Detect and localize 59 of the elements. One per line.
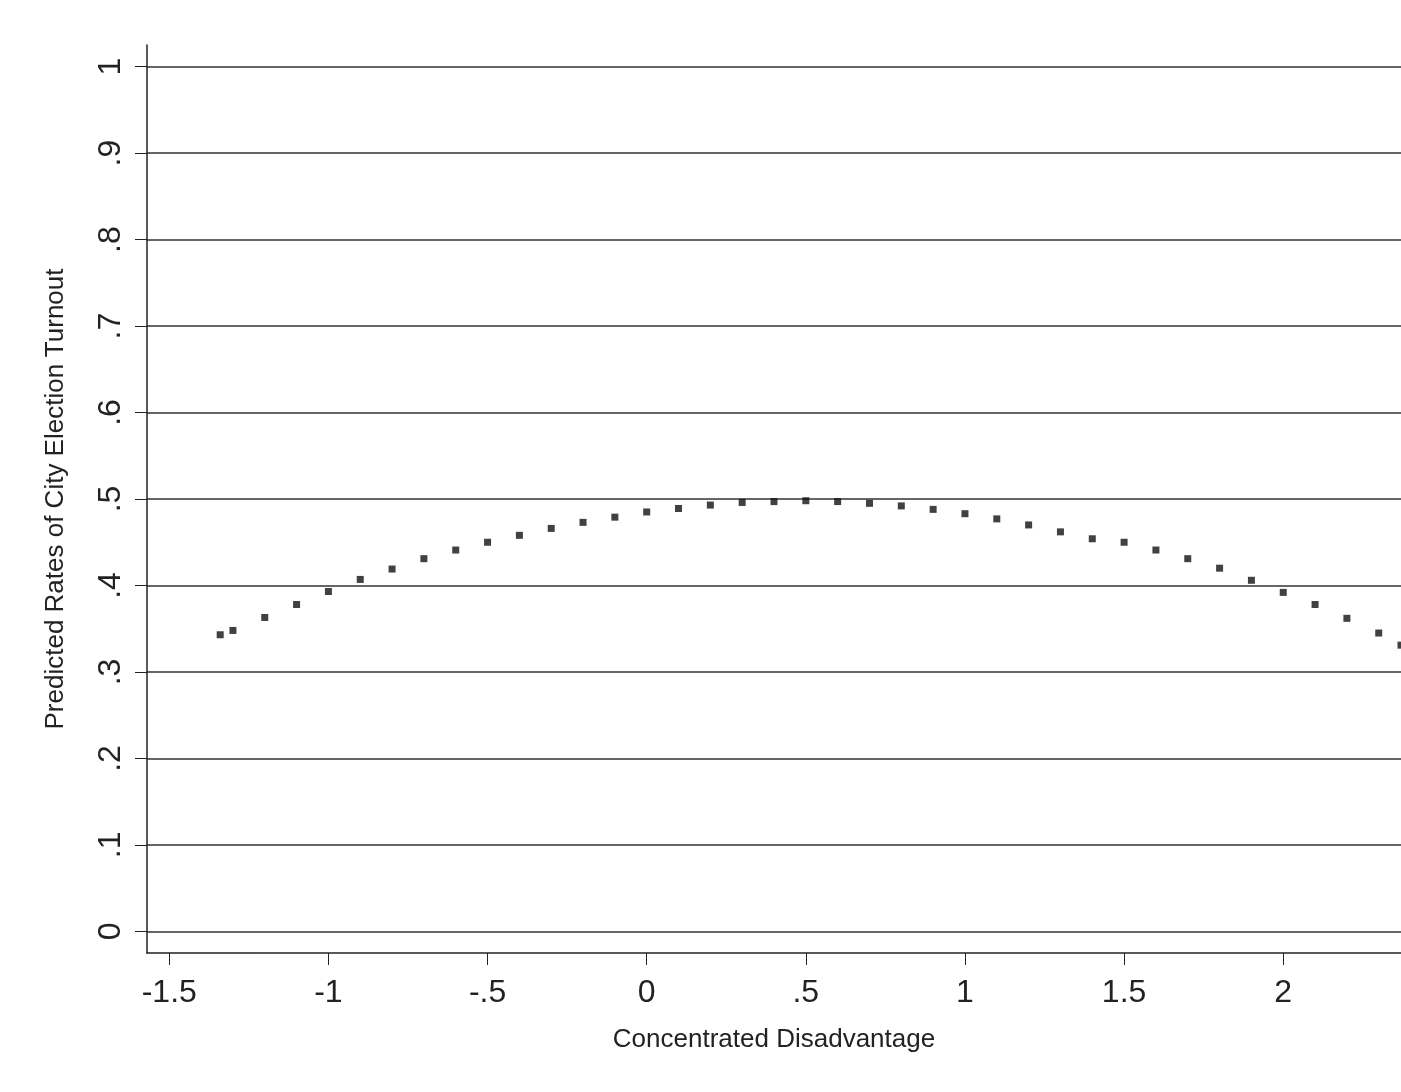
x-tick-label: -1.5 bbox=[141, 973, 197, 1009]
x-tick-label: .5 bbox=[792, 973, 820, 1009]
point bbox=[356, 575, 364, 583]
point bbox=[452, 546, 460, 554]
point bbox=[216, 631, 224, 639]
point bbox=[1247, 576, 1255, 584]
y-tick-label: .6 bbox=[91, 399, 127, 426]
point bbox=[1311, 601, 1319, 608]
point bbox=[1152, 546, 1160, 554]
point bbox=[547, 524, 555, 532]
y-tick-label: .3 bbox=[91, 658, 127, 686]
point bbox=[1279, 588, 1287, 596]
point bbox=[738, 498, 746, 506]
point bbox=[1216, 564, 1224, 572]
y-axis-title: Predicted Rates of City Election Turnout bbox=[39, 267, 69, 730]
point bbox=[420, 555, 428, 563]
x-tick-label: 1 bbox=[956, 973, 974, 1009]
y-tick-label: 0 bbox=[91, 922, 127, 941]
y-tick-label: .2 bbox=[91, 745, 127, 772]
point bbox=[261, 613, 269, 621]
y-tick-label: .4 bbox=[91, 572, 127, 599]
point bbox=[388, 565, 396, 573]
point bbox=[961, 510, 969, 518]
point bbox=[865, 499, 873, 507]
y-tick-label: .9 bbox=[91, 139, 127, 167]
point bbox=[675, 505, 683, 513]
point bbox=[1056, 528, 1064, 536]
point bbox=[1025, 521, 1033, 529]
point bbox=[929, 505, 937, 513]
y-tick-label: .7 bbox=[91, 312, 127, 340]
point bbox=[293, 601, 301, 608]
x-tick-label: 0 bbox=[637, 973, 656, 1009]
point bbox=[229, 626, 237, 634]
point bbox=[643, 508, 651, 516]
point bbox=[897, 502, 905, 510]
y-tick-label: .8 bbox=[91, 226, 127, 253]
point bbox=[770, 498, 778, 506]
point bbox=[1088, 535, 1096, 543]
point bbox=[611, 513, 619, 521]
x-tick-label: -1 bbox=[314, 973, 343, 1009]
point bbox=[484, 538, 492, 546]
point bbox=[993, 515, 1001, 523]
x-axis-title: Concentrated Disadvantage bbox=[612, 1023, 936, 1053]
x-tick-label: 2 bbox=[1274, 973, 1293, 1009]
point bbox=[324, 588, 332, 596]
point bbox=[834, 498, 842, 506]
point bbox=[1184, 555, 1192, 563]
x-tick-label: 1.5 bbox=[1101, 973, 1147, 1009]
point bbox=[802, 497, 810, 505]
point bbox=[579, 518, 587, 526]
point bbox=[1343, 614, 1351, 622]
point bbox=[1375, 629, 1383, 637]
y-tick-label: .1 bbox=[91, 831, 127, 859]
y-tick-label: .5 bbox=[91, 485, 127, 513]
point bbox=[515, 531, 523, 539]
x-tick-label: -.5 bbox=[468, 973, 507, 1009]
point bbox=[706, 501, 714, 509]
point bbox=[1120, 538, 1128, 546]
y-tick-label: 1 bbox=[91, 57, 127, 76]
